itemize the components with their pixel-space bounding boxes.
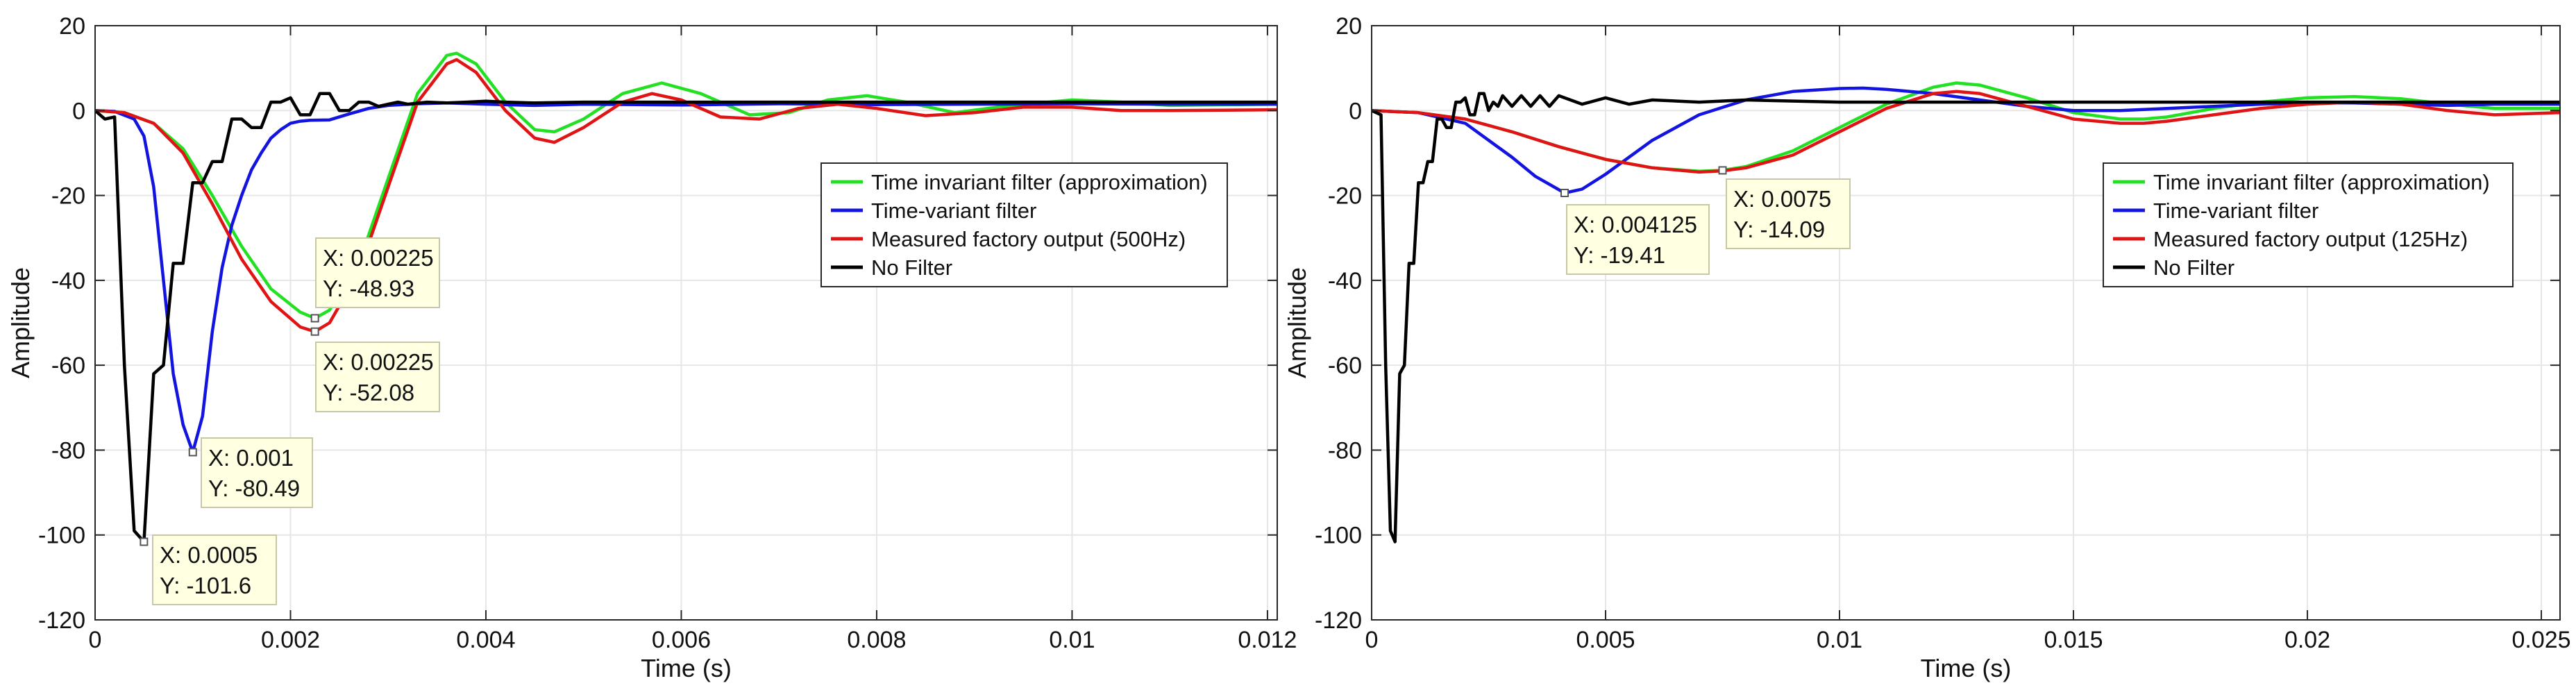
series-group (95, 51, 1277, 544)
x-tick-label: 0.008 (847, 627, 906, 653)
plot-area (1372, 26, 2560, 620)
y-tick-label: -20 (1328, 183, 1362, 210)
legend-label: No Filter (2153, 255, 2234, 280)
x-tick-label: 0.025 (2511, 627, 2570, 653)
y-tick-label: -40 (51, 268, 85, 294)
legend-box (820, 162, 1228, 287)
datatip-box (315, 237, 440, 308)
chart-2: 0 0.005 0.01 0.015 0.02 0.025 -120 -100 -80 -60 -4… (1283, 13, 2571, 682)
datatip: X: 0.004125 Y: -19.41 (1560, 188, 1710, 275)
datatip-y-label: Y: -14.09 (1733, 217, 1825, 242)
legend-label: Time-variant filter (871, 199, 1036, 223)
legend-label: Time invariant filter (approximation) (871, 170, 1208, 194)
datatip-x-label: X: 0.00225 (323, 349, 434, 375)
legend-label: Time invariant filter (approximation) (2153, 170, 2490, 194)
x-tick-label: 0.02 (2284, 627, 2330, 653)
datatip-x-label: X: 0.0005 (160, 542, 258, 568)
axes-box (94, 25, 1278, 621)
series-group (1372, 81, 2560, 544)
y-tick-label: -60 (51, 353, 85, 379)
datatip-marker (140, 537, 149, 546)
datatip: X: 0.0075 Y: -14.09 (1718, 166, 1851, 249)
datatip-y-label: Y: -52.08 (323, 380, 414, 405)
y-axis-label: Amplitude (1283, 267, 1311, 378)
y-tick-label: 0 (1349, 98, 1362, 124)
x-tick-label: 0.006 (652, 627, 711, 653)
datatip-marker (310, 327, 319, 336)
x-axis-label: Time (s) (1921, 654, 2012, 682)
datatip: X: 0.00225 Y: -52.08 (310, 327, 440, 412)
y-tick-label: -40 (1328, 268, 1362, 294)
datatip-x-label: X: 0.00225 (323, 245, 434, 271)
x-tick-label: 0.002 (261, 627, 320, 653)
x-tick-label: 0 (1365, 627, 1379, 653)
plot-area (95, 26, 1277, 620)
legend-box (2103, 162, 2514, 287)
y-axis-label: Amplitude (6, 267, 35, 378)
x-tick-label: 0.012 (1238, 627, 1297, 653)
y-tick-label: -60 (1328, 353, 1362, 379)
y-axis: -120 -100 -80 -60 -40 -20 0 20 (38, 13, 1277, 634)
y-tick-label: 20 (59, 13, 85, 40)
y-tick-label: -80 (1328, 437, 1362, 464)
datatip-box (201, 437, 313, 508)
x-tick-label: 0.015 (2044, 627, 2103, 653)
datatip-x-label: X: 0.001 (208, 445, 294, 471)
x-axis: 0 0.002 0.004 0.006 0.008 0.01 0.012 (89, 26, 1297, 653)
datatip: X: 0.0005 Y: -101.6 (140, 534, 277, 605)
x-tick-label: 0.01 (1817, 627, 1862, 653)
chart-1: 0 0.002 0.004 0.006 0.008 0.01 0.012 -120 -100 -8… (6, 13, 1297, 682)
x-axis: 0 0.005 0.01 0.015 0.02 0.025 (1365, 26, 2571, 653)
y-axis: -120 -100 -80 -60 -40 -20 0 20 (1315, 13, 2560, 634)
datatip-marker (1560, 188, 1569, 197)
x-tick-label: 0.005 (1576, 627, 1635, 653)
datatip-y-label: Y: -19.41 (1574, 242, 1665, 268)
datatip-x-label: X: 0.0075 (1733, 186, 1831, 212)
legend: Time invariant filter (approximation) Tim… (2103, 162, 2514, 287)
datatip-box (152, 534, 277, 605)
series-line-measured-factory-output-500hz- (95, 58, 1277, 333)
y-tick-label: -100 (1315, 523, 1362, 549)
x-tick-label: 0 (89, 627, 102, 653)
y-tick-label: -120 (1315, 607, 1362, 634)
legend: Time invariant filter (approximation) Tim… (820, 162, 1228, 287)
y-tick-label: -20 (51, 183, 85, 210)
series-line-no-filter (95, 92, 1277, 544)
series-line-time-variant-filter (95, 101, 1277, 454)
y-tick-label: -100 (38, 523, 85, 549)
datatip: X: 0.001 Y: -80.49 (188, 437, 313, 508)
datatip-y-label: Y: -101.6 (160, 573, 251, 598)
datatip-marker (310, 314, 319, 323)
datatip: X: 0.00225 Y: -48.93 (310, 237, 440, 323)
axes-box (1371, 25, 2561, 621)
datatip-box (315, 342, 440, 412)
x-axis-label: Time (s) (641, 654, 732, 682)
legend-label: Measured factory output (500Hz) (871, 227, 1186, 251)
y-tick-label: -120 (38, 607, 85, 634)
y-tick-label: 20 (1336, 13, 1362, 40)
series-line-time-invariant-filter-approximation- (95, 51, 1277, 320)
datatip-y-label: Y: -80.49 (208, 475, 300, 501)
x-tick-label: 0.01 (1049, 627, 1095, 653)
legend-label: No Filter (871, 255, 952, 280)
datatip-x-label: X: 0.004125 (1574, 212, 1697, 237)
datatip-marker (1718, 166, 1727, 175)
datatip-box (1726, 178, 1851, 249)
y-tick-label: 0 (72, 98, 85, 124)
datatip-box (1566, 204, 1710, 275)
datatip-y-label: Y: -48.93 (323, 276, 414, 301)
x-tick-label: 0.004 (456, 627, 515, 653)
legend-label: Time-variant filter (2153, 199, 2318, 223)
datatip-marker (188, 448, 197, 457)
legend-label: Measured factory output (125Hz) (2153, 227, 2468, 251)
y-tick-label: -80 (51, 437, 85, 464)
series-line-no-filter (1372, 92, 2560, 544)
